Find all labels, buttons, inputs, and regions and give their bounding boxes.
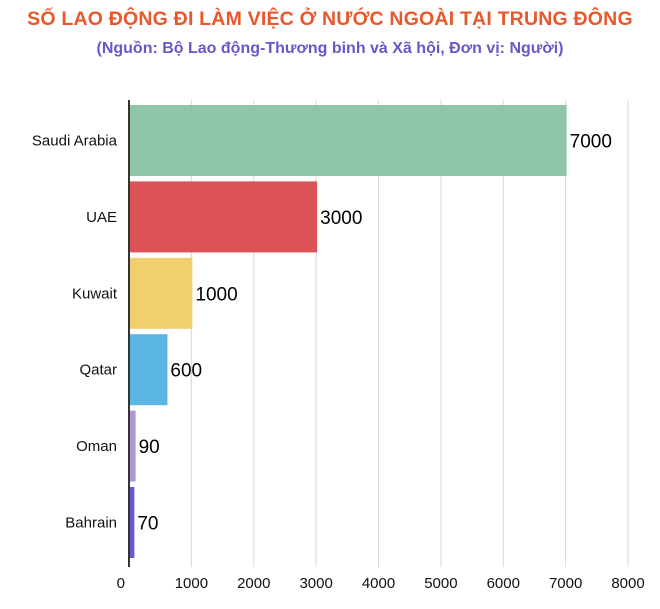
x-tick-label: 7000 bbox=[549, 575, 582, 592]
bar-value-label: 7000 bbox=[570, 132, 612, 153]
x-tick-label: 3000 bbox=[299, 575, 332, 592]
category-label: Bahrain bbox=[65, 515, 117, 532]
bar bbox=[130, 334, 168, 406]
bar-value-label: 1000 bbox=[195, 284, 237, 305]
bar bbox=[130, 487, 135, 558]
category-labels: Saudi Arabia UAE Kuwait Qatar Oman Bahrain bbox=[32, 133, 118, 532]
x-tick-label: 4000 bbox=[362, 575, 395, 592]
x-tick-label: 8000 bbox=[611, 575, 644, 592]
category-label: Kuwait bbox=[72, 285, 118, 302]
chart-subtitle: (Nguồn: Bộ Lao động-Thương binh và Xã hộ… bbox=[96, 40, 564, 57]
bar bbox=[130, 410, 136, 482]
bars bbox=[130, 105, 567, 558]
bar-value-label: 600 bbox=[170, 361, 202, 382]
x-tick-labels: 0 1000 2000 3000 4000 5000 6000 7000 8000 bbox=[117, 575, 645, 592]
bar-value-label: 70 bbox=[137, 514, 158, 535]
chart-title: SỐ LAO ĐỘNG ĐI LÀM VIỆC Ở NƯỚC NGOÀI TẠI… bbox=[27, 8, 633, 30]
x-tick-label: 2000 bbox=[237, 575, 270, 592]
bar bbox=[130, 257, 193, 329]
value-labels: 7000 3000 1000 600 90 70 bbox=[137, 132, 612, 535]
category-label: Saudi Arabia bbox=[32, 133, 118, 150]
bar bbox=[130, 181, 318, 253]
category-label: Qatar bbox=[79, 362, 117, 379]
x-tick-label: 1000 bbox=[175, 575, 208, 592]
x-tick-label: 5000 bbox=[424, 575, 457, 592]
category-label: Oman bbox=[76, 438, 117, 455]
bar-value-label: 3000 bbox=[320, 208, 362, 229]
bar bbox=[130, 105, 567, 176]
category-label: UAE bbox=[86, 209, 117, 226]
x-tick-label: 6000 bbox=[487, 575, 520, 592]
bar-value-label: 90 bbox=[139, 437, 160, 458]
gridlines bbox=[190, 100, 629, 567]
x-tick-label: 0 bbox=[117, 575, 125, 592]
